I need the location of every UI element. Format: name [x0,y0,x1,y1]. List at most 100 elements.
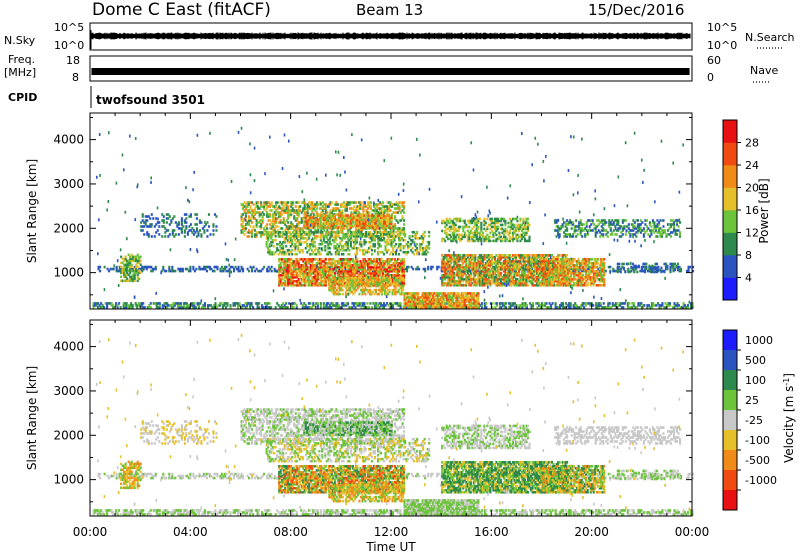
echo-cell [92,302,95,305]
echo-cell [328,306,331,309]
echo-cell [155,306,158,309]
echo-cell [255,225,258,228]
echo-cell [510,302,514,305]
echo-cell [291,260,294,263]
echo-cell [303,233,306,236]
echo-cell [131,304,134,307]
echo-cell [619,267,622,271]
echo-cell [296,267,299,271]
echo-cell [287,275,290,279]
echo-cell [146,215,149,218]
echo-cell [346,216,349,219]
echo-cell [306,222,309,225]
echo-cell [407,244,410,248]
echo-cell [376,230,380,234]
echo-cell [107,302,110,305]
echo-cell [369,302,372,305]
echo-cell [398,201,401,204]
echo-cell [309,216,312,219]
echo-cell [162,219,165,222]
echo-cell [295,252,298,256]
echo-cell [283,304,286,307]
echo-cell [407,265,410,269]
echo-cell [300,219,303,222]
echo-cell [325,302,328,305]
echo-cell [303,226,306,229]
echo-cell [370,218,374,221]
echo-cell [342,222,345,225]
echo-cell [136,269,139,273]
echo-cell [338,267,341,271]
echo-cell [106,306,109,309]
echo-cell [398,236,401,240]
echo-cell [207,265,210,269]
echo-cell [321,233,324,236]
echo-cell [242,219,245,222]
echo-cell [360,234,363,238]
echo-cell [360,216,363,219]
echo-cell [358,232,361,236]
echo-cell [336,218,339,221]
echo-cell [291,269,294,273]
echo-cell [206,304,209,307]
echo-cell [327,224,330,227]
echo-cell [293,229,296,232]
echo-cell [375,224,378,227]
echo-cell [287,260,290,263]
echo-cell [330,211,333,214]
echo-cell [191,304,194,307]
echo-cell [109,267,112,271]
echo-cell [315,218,318,221]
echo-cell [333,304,336,307]
echo-cell [326,211,329,214]
echo-cell [238,269,242,273]
echo-cell [357,230,360,234]
echo-cell [391,235,394,238]
echo-cell [345,201,348,204]
echo-cell [390,238,393,242]
echo-cell [296,209,299,212]
echo-cell [354,220,357,223]
echo-cell [115,267,118,271]
echo-cell [358,304,361,307]
echo-cell [297,261,300,265]
echo-cell [366,248,369,252]
echo-cell [604,269,607,273]
echo-cell [129,257,132,261]
echo-cell [287,217,290,220]
echo-cell [272,213,275,216]
echo-cell [293,275,296,279]
echo-cell [673,304,676,307]
echo-cell [202,306,205,309]
echo-cell [336,226,339,229]
echo-cell [366,216,369,219]
echo-cell [282,217,285,220]
echo-cell [273,252,276,256]
echo-cell [509,304,512,307]
echo-cell [123,263,126,267]
echo-cell [360,240,363,244]
echo-cell [342,252,345,256]
echo-cell [95,304,98,307]
echo-cell [337,244,340,248]
echo-cell [333,238,336,242]
echo-cell [143,221,146,224]
echo-cell [269,209,272,212]
echo-cell [303,209,306,212]
echo-cell [655,304,658,307]
echo-cell [130,302,133,305]
echo-cell [351,246,354,250]
echo-cell [212,225,215,228]
echo-cell [246,201,249,204]
echo-cell [137,304,140,307]
echo-cell [174,269,177,273]
echo-cell [333,214,336,217]
echo-cell [342,224,345,227]
echo-cell [281,260,284,263]
echo-cell [339,248,342,252]
echo-cell [371,269,374,273]
echo-cell [306,232,309,236]
echo-cell [294,271,297,275]
echo-cell [342,226,345,229]
echo-cell [584,302,587,305]
